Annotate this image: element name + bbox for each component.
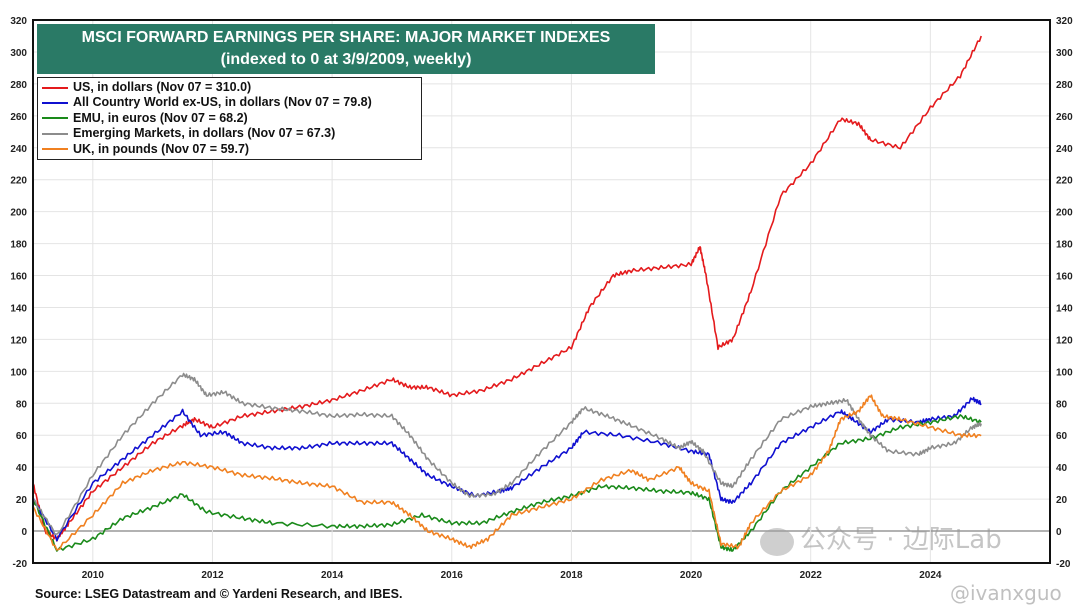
y-tick-label-left: 40 (16, 463, 28, 474)
x-tick-label: 2022 (800, 570, 823, 581)
legend-swatch (42, 148, 68, 151)
chart-title: MSCI FORWARD EARNINGS PER SHARE: MAJOR M… (81, 29, 611, 46)
legend-swatch (42, 86, 68, 89)
y-tick-label-left: 180 (10, 240, 27, 251)
legend: US, in dollars (Nov 07 = 310.0) All Coun… (37, 77, 422, 160)
y-tick-label-right: 180 (1056, 240, 1073, 251)
x-tick-label: 2010 (82, 570, 105, 581)
y-tick-label-left: 20 (16, 495, 28, 506)
chart-subtitle: (indexed to 0 at 3/9/2009, weekly) (220, 51, 472, 68)
legend-item: All Country World ex-US, in dollars (Nov… (42, 95, 415, 110)
y-tick-label-left: 100 (10, 367, 27, 378)
y-tick-label-left: 320 (10, 16, 27, 27)
y-tick-label-left: 220 (10, 176, 27, 187)
y-tick-label-right: 120 (1056, 335, 1073, 346)
legend-label: UK, in pounds (Nov 07 = 59.7) (73, 141, 250, 156)
y-tick-label-left: 160 (10, 272, 27, 283)
legend-swatch (42, 132, 68, 135)
y-tick-label-right: 0 (1056, 527, 1062, 538)
legend-item: Emerging Markets, in dollars (Nov 07 = 6… (42, 126, 415, 141)
y-tick-label-right: 100 (1056, 367, 1073, 378)
plot-frame (32, 19, 1051, 564)
legend-label: Emerging Markets, in dollars (Nov 07 = 6… (73, 126, 336, 141)
series-line (32, 372, 982, 536)
y-tick-label-right: 160 (1056, 272, 1073, 283)
y-tick-label-left: 240 (10, 144, 27, 155)
x-tick-label: 2018 (560, 570, 583, 581)
y-tick-label-right: 60 (1056, 431, 1068, 442)
legend-item: UK, in pounds (Nov 07 = 59.7) (42, 142, 415, 157)
series-line (32, 394, 982, 551)
x-tick-label: 2016 (441, 570, 464, 581)
y-tick-label-right: 140 (1056, 303, 1073, 314)
y-tick-label-right: 220 (1056, 176, 1073, 187)
y-tick-label-left: 0 (21, 527, 27, 538)
legend-item: EMU, in euros (Nov 07 = 68.2) (42, 111, 415, 126)
y-tick-label-left: 260 (10, 112, 27, 123)
y-tick-label-right: 80 (1056, 399, 1068, 410)
y-tick-label-right: 200 (1056, 208, 1073, 219)
y-tick-label-left: 80 (16, 399, 28, 410)
y-tick-label-right: -20 (1056, 559, 1071, 570)
y-tick-label-left: 140 (10, 303, 27, 314)
y-tick-label-left: 60 (16, 431, 28, 442)
y-tick-label-right: 240 (1056, 144, 1073, 155)
y-tick-label-right: 320 (1056, 16, 1073, 27)
x-tick-label: 2014 (321, 570, 344, 581)
legend-label: EMU, in euros (Nov 07 = 68.2) (73, 110, 248, 125)
watermark-handle: @ivanxguo (950, 581, 1062, 605)
y-tick-label-left: 280 (10, 80, 27, 91)
watermark-account: 公众号 · 边际Lab (800, 525, 1002, 555)
series-line (32, 35, 982, 542)
y-tick-label-right: 260 (1056, 112, 1073, 123)
y-tick-label-right: 20 (1056, 495, 1068, 506)
legend-swatch (42, 117, 68, 120)
y-tick-label-right: 40 (1056, 463, 1068, 474)
y-tick-label-left: -20 (13, 559, 28, 570)
x-tick-label: 2024 (919, 570, 942, 581)
y-tick-label-right: 280 (1056, 80, 1073, 91)
x-tick-label: 2012 (201, 570, 224, 581)
wechat-icon (760, 528, 794, 556)
y-tick-label-left: 300 (10, 48, 27, 59)
legend-label: US, in dollars (Nov 07 = 310.0) (73, 80, 252, 94)
y-tick-label-left: 200 (10, 208, 27, 219)
source-note: Source: LSEG Datastream and © Yardeni Re… (35, 587, 403, 601)
legend-swatch (42, 102, 68, 105)
legend-item: US, in dollars (Nov 07 = 310.0) (42, 80, 415, 95)
x-tick-label: 2020 (680, 570, 703, 581)
legend-label: All Country World ex-US, in dollars (Nov… (73, 95, 372, 110)
series-line (32, 396, 982, 542)
y-tick-label-right: 300 (1056, 48, 1073, 59)
chart-title-box: MSCI FORWARD EARNINGS PER SHARE: MAJOR M… (37, 24, 655, 74)
y-tick-label-left: 120 (10, 335, 27, 346)
